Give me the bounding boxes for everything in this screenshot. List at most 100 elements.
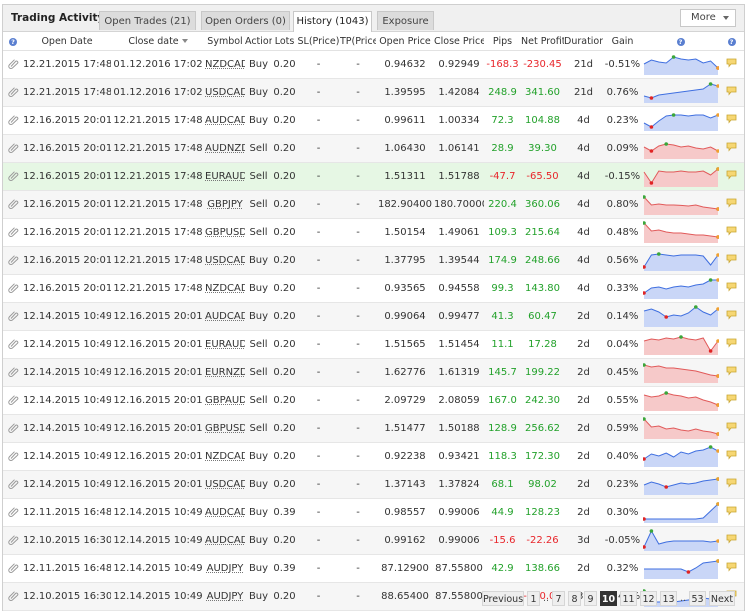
cell-symbol[interactable]: EURNZD xyxy=(205,358,245,387)
table-row[interactable]: 12.14.2015 10:49 12.16.2015 20:01 EURAUD Se… xyxy=(3,330,744,359)
page-button-1[interactable]: 1 xyxy=(527,591,540,606)
comment-icon[interactable] xyxy=(726,254,737,267)
comment-cell[interactable] xyxy=(719,442,744,471)
paperclip-icon[interactable] xyxy=(7,506,19,520)
comment-cell[interactable] xyxy=(719,78,744,107)
comment-cell[interactable] xyxy=(719,358,744,387)
comment-cell[interactable] xyxy=(719,498,744,527)
comment-icon[interactable] xyxy=(726,534,737,547)
paperclip-icon[interactable] xyxy=(7,534,19,548)
page-button-9[interactable]: 9 xyxy=(584,591,597,606)
trend-chart-cell[interactable] xyxy=(642,498,719,527)
paperclip-icon[interactable] xyxy=(7,254,19,268)
trend-chart-cell[interactable] xyxy=(642,50,719,79)
header-symbol[interactable]: Symbol xyxy=(205,32,245,51)
header-comment-help[interactable]: ? xyxy=(719,32,744,51)
cell-symbol[interactable]: GBPUSD xyxy=(205,414,245,443)
header-action[interactable]: Action xyxy=(245,32,272,51)
comment-icon[interactable] xyxy=(726,114,737,127)
paperclip-icon[interactable] xyxy=(7,422,19,436)
tab-exposure[interactable]: Exposure xyxy=(377,11,434,30)
header-close-price[interactable]: Close Price xyxy=(434,32,484,51)
attachment-cell[interactable] xyxy=(3,582,23,611)
header-open-date[interactable]: Open Date xyxy=(23,32,111,51)
trend-chart-cell[interactable] xyxy=(642,190,719,219)
table-row[interactable]: 12.21.2015 17:48 01.12.2016 17:02 USDCAD Bu… xyxy=(3,78,744,107)
paperclip-icon[interactable] xyxy=(7,394,19,408)
table-row[interactable]: 12.14.2015 10:49 12.16.2015 20:01 EURNZD Se… xyxy=(3,358,744,387)
cell-symbol[interactable]: USDCAD xyxy=(205,246,245,275)
comment-icon[interactable] xyxy=(726,226,737,239)
trend-chart-cell[interactable] xyxy=(642,414,719,443)
attachment-cell[interactable] xyxy=(3,78,23,107)
cell-symbol[interactable]: AUDCAD xyxy=(205,302,245,331)
trend-chart-cell[interactable] xyxy=(642,526,719,555)
trend-chart-cell[interactable] xyxy=(642,302,719,331)
cell-symbol[interactable]: AUDCAD xyxy=(205,106,245,135)
comment-cell[interactable] xyxy=(719,386,744,415)
table-row[interactable]: 12.11.2015 16:48 12.14.2015 10:49 AUDJPY Bu… xyxy=(3,554,744,583)
header-sl[interactable]: SL(Price) xyxy=(297,32,340,51)
page-button-53[interactable]: 53 xyxy=(689,591,706,606)
table-row[interactable]: 12.14.2015 10:49 12.16.2015 20:01 AUDCAD Bu… xyxy=(3,302,744,331)
table-row[interactable]: 12.14.2015 10:49 12.16.2015 20:01 GBPAUD Se… xyxy=(3,386,744,415)
comment-icon[interactable] xyxy=(726,422,737,435)
comment-icon[interactable] xyxy=(726,562,737,575)
table-row[interactable]: 12.14.2015 10:49 12.16.2015 20:01 NZDCAD Bu… xyxy=(3,442,744,471)
trend-chart-cell[interactable] xyxy=(642,470,719,499)
cell-symbol[interactable]: EURAUD xyxy=(205,162,245,191)
attachment-cell[interactable] xyxy=(3,218,23,247)
paperclip-icon[interactable] xyxy=(7,226,19,240)
attachment-cell[interactable] xyxy=(3,386,23,415)
trend-chart-cell[interactable] xyxy=(642,442,719,471)
comment-cell[interactable] xyxy=(719,162,744,191)
cell-symbol[interactable]: NZDCAD xyxy=(205,442,245,471)
table-row[interactable]: 12.10.2015 16:30 12.14.2015 10:49 AUDJPY Bu… xyxy=(3,582,744,611)
paperclip-icon[interactable] xyxy=(7,450,19,464)
header-lots[interactable]: Lots xyxy=(272,32,297,51)
next-button[interactable]: Next xyxy=(709,591,735,606)
table-row[interactable]: 12.16.2015 20:01 12.21.2015 17:48 NZDCAD Bu… xyxy=(3,274,744,303)
table-row[interactable]: 12.21.2015 17:48 01.12.2016 17:02 NZDCAD Bu… xyxy=(3,50,744,79)
comment-icon[interactable] xyxy=(726,198,737,211)
paperclip-icon[interactable] xyxy=(7,170,19,184)
header-pips[interactable]: Pips xyxy=(484,32,521,51)
comment-icon[interactable] xyxy=(726,338,737,351)
more-dropdown[interactable]: More xyxy=(680,9,736,27)
comment-cell[interactable] xyxy=(719,246,744,275)
table-row[interactable]: 12.14.2015 10:49 12.16.2015 20:01 USDCAD Bu… xyxy=(3,470,744,499)
attachment-cell[interactable] xyxy=(3,442,23,471)
comment-icon[interactable] xyxy=(726,170,737,183)
attachment-cell[interactable] xyxy=(3,274,23,303)
comment-icon[interactable] xyxy=(726,366,737,379)
cell-symbol[interactable]: USDCAD xyxy=(205,470,245,499)
trend-chart-cell[interactable] xyxy=(642,274,719,303)
comment-cell[interactable] xyxy=(719,190,744,219)
attachment-cell[interactable] xyxy=(3,190,23,219)
cell-symbol[interactable]: GBPAUD xyxy=(205,386,245,415)
comment-icon[interactable] xyxy=(726,310,737,323)
header-open-price[interactable]: Open Price xyxy=(376,32,434,51)
trend-chart-cell[interactable] xyxy=(642,218,719,247)
trend-chart-cell[interactable] xyxy=(642,134,719,163)
attachment-cell[interactable] xyxy=(3,162,23,191)
attachment-cell[interactable] xyxy=(3,330,23,359)
table-row[interactable]: 12.11.2015 16:48 12.14.2015 10:49 AUDCAD Bu… xyxy=(3,498,744,527)
trend-chart-cell[interactable] xyxy=(642,246,719,275)
comment-cell[interactable] xyxy=(719,470,744,499)
paperclip-icon[interactable] xyxy=(7,58,19,72)
trend-chart-cell[interactable] xyxy=(642,78,719,107)
table-row[interactable]: 12.16.2015 20:01 12.21.2015 17:48 EURAUD Se… xyxy=(3,162,744,191)
trend-chart-cell[interactable] xyxy=(642,162,719,191)
cell-symbol[interactable]: AUDNZD xyxy=(205,134,245,163)
trend-chart-cell[interactable] xyxy=(642,358,719,387)
comment-icon[interactable] xyxy=(726,506,737,519)
header-duration[interactable]: Duration xyxy=(564,32,603,51)
attachment-cell[interactable] xyxy=(3,302,23,331)
comment-cell[interactable] xyxy=(719,554,744,583)
cell-symbol[interactable]: GBPJPY xyxy=(205,190,245,219)
attachment-cell[interactable] xyxy=(3,498,23,527)
trend-chart-cell[interactable] xyxy=(642,106,719,135)
attachment-cell[interactable] xyxy=(3,134,23,163)
page-button-11[interactable]: 11 xyxy=(620,591,637,606)
